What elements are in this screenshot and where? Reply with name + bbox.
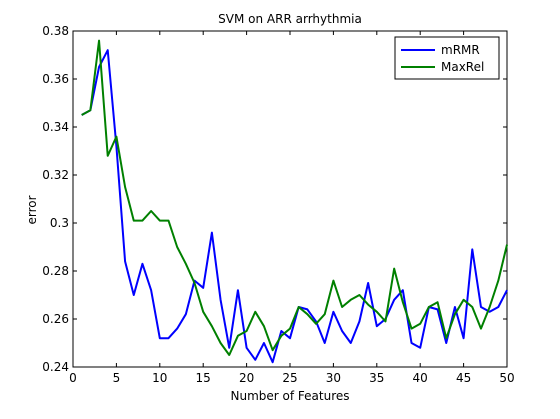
- y-tick-label: 0.28: [42, 264, 69, 278]
- y-tick-label: 0.32: [42, 168, 69, 182]
- series-line-maxrel: [81, 39, 508, 356]
- series-line-mrmr: [81, 49, 508, 364]
- x-tick-label: 10: [152, 371, 167, 385]
- x-tick-label: 45: [456, 371, 471, 385]
- legend-label-maxrel: MaxRel: [441, 60, 484, 74]
- x-tick-label: 25: [282, 371, 297, 385]
- legend-box: [394, 36, 500, 80]
- y-tick-label: 0.3: [50, 216, 69, 230]
- x-tick-label: 0: [69, 371, 77, 385]
- x-tick-label: 40: [413, 371, 428, 385]
- x-tick-label: 15: [196, 371, 211, 385]
- x-axis-label: Number of Features: [231, 389, 350, 403]
- x-tick-label: 5: [113, 371, 121, 385]
- x-tick-label: 30: [326, 371, 341, 385]
- x-tick-label: 20: [239, 371, 254, 385]
- y-tick-label: 0.36: [42, 72, 69, 86]
- x-tick-label: 50: [499, 371, 514, 385]
- plot-area: 0 5 10 15 20 25 30 35 40 45 50 0.24 0.26 0.28 0.3 0.32 0…: [42, 24, 514, 385]
- y-tick-label: 0.38: [42, 24, 69, 38]
- x-tick-label: 35: [369, 371, 384, 385]
- y-tick-label: 0.34: [42, 120, 69, 134]
- legend: mRMR MaxRel: [394, 36, 500, 80]
- axes-frame: [72, 30, 508, 368]
- chart-title: SVM on ARR arrhythmia: [218, 12, 362, 26]
- y-axis-label: error: [25, 195, 39, 224]
- legend-label-mrmr: mRMR: [441, 43, 480, 57]
- y-tick-label: 0.26: [42, 312, 69, 326]
- y-tick-label: 0.24: [42, 360, 69, 374]
